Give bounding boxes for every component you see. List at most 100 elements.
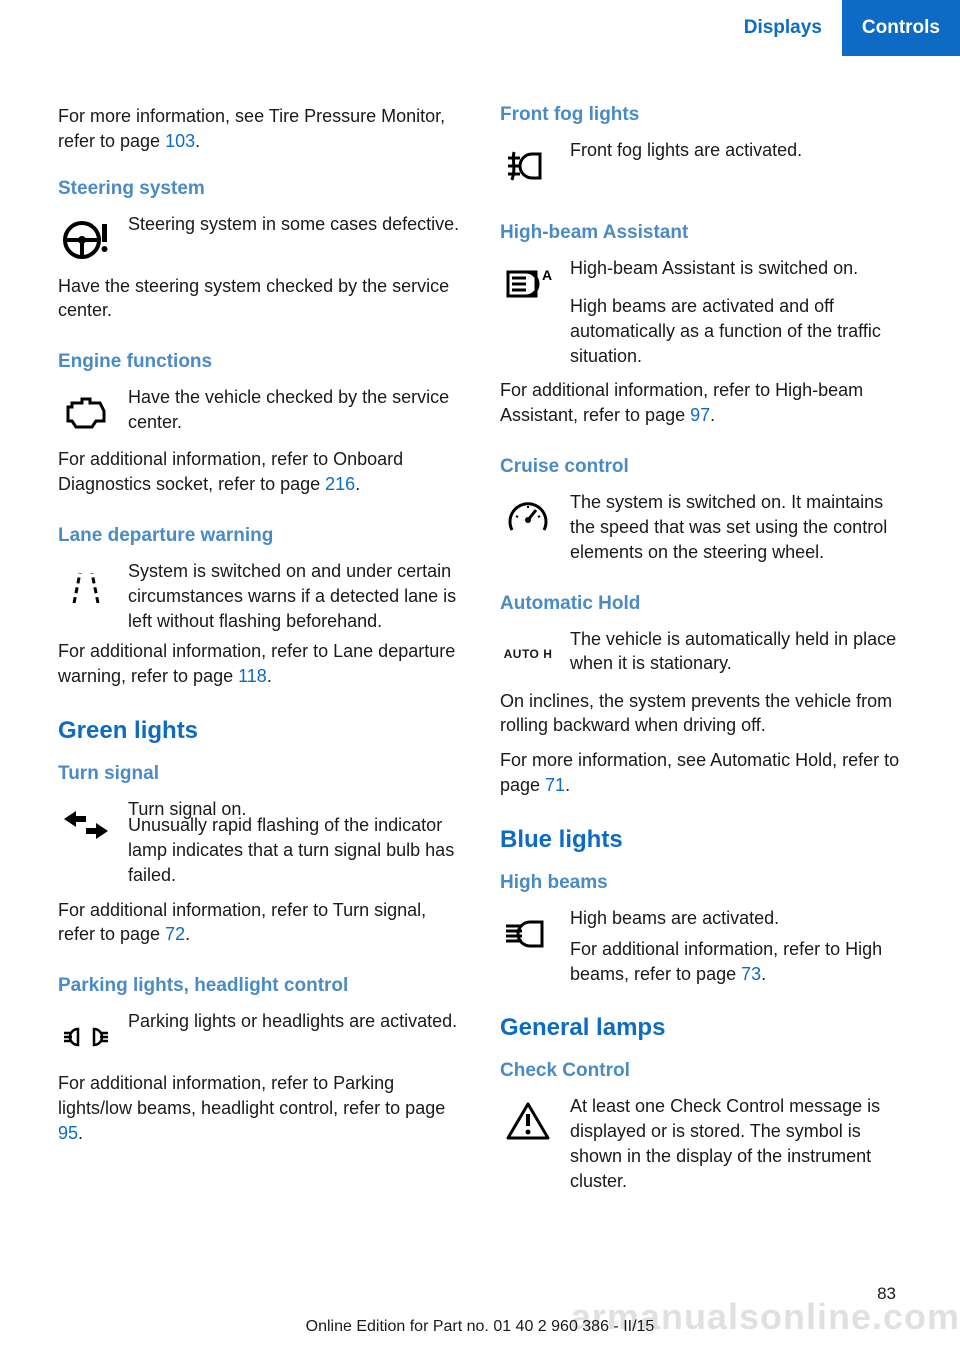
- svg-text:A: A: [542, 267, 552, 283]
- parking-line2: For additional information, refer to Par…: [58, 1071, 460, 1145]
- highbeams-icon: [500, 906, 556, 962]
- watermark: armanualsonline.com: [571, 1296, 960, 1338]
- fog-text: Front fog lights are activated.: [570, 138, 902, 194]
- section-parking: Parking lights, headlight control Parkin…: [58, 975, 460, 1145]
- section-lane: Lane departure warning System is switche…: [58, 525, 460, 689]
- highbeam-line3b: .: [710, 405, 715, 425]
- heading-general-lamps: General lamps: [500, 1014, 902, 1042]
- cruise-icon: [500, 490, 556, 546]
- lane-line2b: .: [267, 666, 272, 686]
- parking-line2a: For additional information, refer to Par…: [58, 1073, 445, 1118]
- heading-cruise: Cruise control: [500, 456, 902, 478]
- heading-steering: Steering system: [58, 178, 460, 200]
- engine-line2: For additional information, refer to Onb…: [58, 447, 460, 497]
- turn-signal-icon: [58, 797, 114, 853]
- heading-fog: Front fog lights: [500, 104, 902, 126]
- page-header: Displays Controls: [0, 0, 960, 56]
- turn-line3: For additional information, refer to Tur…: [58, 898, 460, 948]
- steering-line1: Steering system in some cases defective.: [128, 212, 460, 237]
- section-cruise: Cruise control The system is switched on…: [500, 456, 902, 564]
- lane-line2: For additional information, refer to Lan…: [58, 639, 460, 689]
- section-fog: Front fog lights Front fog lights are ac…: [500, 104, 902, 194]
- steering-icon: [58, 212, 114, 268]
- turn-line2: Unusually rapid flashing of the indicato…: [128, 813, 460, 887]
- icon-block-fog: Front fog lights are activated.: [500, 138, 902, 194]
- icon-block-cruise: The system is switched on. It maintains …: [500, 490, 902, 564]
- icon-block-autohold: AUTO H The vehicle is automatically held…: [500, 627, 902, 683]
- intro-end: .: [195, 131, 200, 151]
- highbeams-text: High beams are activated. For additional…: [570, 906, 902, 986]
- parking-line2b: .: [78, 1123, 83, 1143]
- heading-checkcontrol: Check Control: [500, 1060, 902, 1082]
- icon-block-highbeams: High beams are activated. For additional…: [500, 906, 902, 986]
- highbeams-line2: For additional information, refer to Hig…: [570, 937, 902, 987]
- intro-text: For more information, see Tire Pressure …: [58, 106, 445, 151]
- autohold-icon-label: AUTO H: [504, 629, 553, 661]
- fog-lights-icon: [500, 138, 556, 194]
- right-column: Front fog lights Front fog lights are ac…: [500, 104, 902, 1222]
- heading-green-lights: Green lights: [58, 717, 460, 745]
- lane-icon: [58, 559, 114, 615]
- heading-lane: Lane departure warning: [58, 525, 460, 547]
- page-link-71[interactable]: 71: [545, 775, 565, 795]
- autohold-line2: On inclines, the system prevents the veh…: [500, 689, 902, 739]
- highbeams-line1: High beams are activated.: [570, 906, 902, 931]
- heading-engine: Engine functions: [58, 351, 460, 373]
- heading-highbeam-assist: High-beam Assistant: [500, 222, 902, 244]
- heading-parking: Parking lights, headlight control: [58, 975, 460, 997]
- highbeams-line2a: For additional information, refer to Hig…: [570, 939, 882, 984]
- heading-autohold: Automatic Hold: [500, 593, 902, 615]
- heading-turn: Turn signal: [58, 763, 460, 785]
- engine-line2b: .: [355, 474, 360, 494]
- cruise-text: The system is switched on. It maintains …: [570, 490, 902, 564]
- autohold-line3b: .: [565, 775, 570, 795]
- section-highbeams: High beams High beams are activated. For…: [500, 872, 902, 986]
- turn-line3b: .: [185, 924, 190, 944]
- page-link-72[interactable]: 72: [165, 924, 185, 944]
- header-tabs: Displays Controls: [724, 0, 960, 56]
- section-turn: Turn signal Turn signal on. Unusually ra…: [58, 763, 460, 947]
- steering-text: Steering system in some cases defective.: [128, 212, 460, 268]
- page-link-216[interactable]: 216: [325, 474, 355, 494]
- autohold-text: The vehicle is automatically held in pla…: [570, 627, 902, 683]
- page-link-95[interactable]: 95: [58, 1123, 78, 1143]
- icon-block-lane: System is switched on and under certain …: [58, 559, 460, 633]
- highbeam-line3a: For additional information, refer to Hig…: [500, 380, 863, 425]
- warning-triangle-icon: [500, 1094, 556, 1150]
- section-steering: Steering system Steering system in some …: [58, 178, 460, 324]
- page-link-73[interactable]: 73: [741, 964, 761, 984]
- icon-block-engine: Have the vehicle checked by the service …: [58, 385, 460, 441]
- highbeam-line3: For additional information, refer to Hig…: [500, 378, 902, 428]
- section-checkcontrol: Check Control At least one Check Control…: [500, 1060, 902, 1193]
- heading-highbeams: High beams: [500, 872, 902, 894]
- highbeams-line2b: .: [761, 964, 766, 984]
- left-column: For more information, see Tire Pressure …: [58, 104, 460, 1222]
- highbeam-line1: High-beam Assistant is switched on.: [570, 256, 902, 281]
- page-link-103[interactable]: 103: [165, 131, 195, 151]
- tab-controls: Controls: [842, 0, 960, 56]
- icon-block-checkcontrol: At least one Check Control message is di…: [500, 1094, 902, 1193]
- engine-line1: Have the vehicle checked by the service …: [128, 385, 460, 435]
- parking-lights-icon: [58, 1009, 114, 1065]
- parking-text: Parking lights or headlights are activat…: [128, 1009, 460, 1065]
- section-engine: Engine functions Have the vehicle checke…: [58, 351, 460, 497]
- heading-blue-lights: Blue lights: [500, 826, 902, 854]
- page-content: For more information, see Tire Pressure …: [0, 56, 960, 1222]
- tab-displays: Displays: [724, 0, 842, 56]
- autohold-icon: AUTO H: [500, 627, 556, 683]
- page-link-97[interactable]: 97: [690, 405, 710, 425]
- engine-icon: [58, 385, 114, 441]
- page-link-118[interactable]: 118: [238, 666, 267, 686]
- autohold-line3: For more information, see Automatic Hold…: [500, 748, 902, 798]
- icon-block-steering: Steering system in some cases defective.: [58, 212, 460, 268]
- section-autohold: Automatic Hold AUTO H The vehicle is aut…: [500, 593, 902, 798]
- engine-text: Have the vehicle checked by the service …: [128, 385, 460, 441]
- icon-block-parking: Parking lights or headlights are activat…: [58, 1009, 460, 1065]
- steering-line2: Have the steering system checked by the …: [58, 274, 460, 324]
- section-highbeam-assist: High-beam Assistant A High-beam Assistan…: [500, 222, 902, 428]
- checkcontrol-text: At least one Check Control message is di…: [570, 1094, 902, 1193]
- lane-text: System is switched on and under certain …: [128, 559, 460, 633]
- turn-line3a: For additional information, refer to Tur…: [58, 900, 426, 945]
- intro-paragraph: For more information, see Tire Pressure …: [58, 104, 460, 154]
- highbeam-assist-icon: A: [500, 256, 556, 312]
